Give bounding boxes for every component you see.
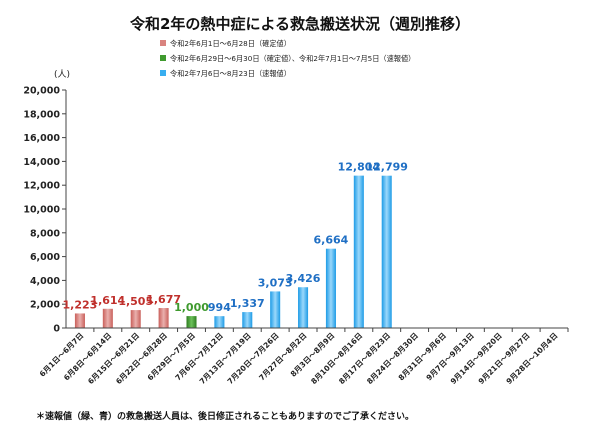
x-tick-label: 6月15日～6月21日 (86, 331, 141, 386)
x-tick-label: 8月17日～8月23日 (337, 331, 392, 386)
y-tick-label: 2,000 (30, 300, 60, 311)
x-tick-label: 7月13日～7月19日 (198, 331, 253, 386)
y-tick-label: 16,000 (23, 133, 60, 144)
data-label: 1,337 (230, 297, 265, 310)
bar-confirmed (130, 310, 141, 328)
legend-swatch-prelim (160, 70, 166, 76)
bar-prelim (270, 291, 281, 328)
legend-label-prelim: 令和2年7月6日～8月23日（速報値） (170, 69, 291, 78)
x-tick-label: 8月31日～9月6日 (397, 331, 448, 382)
x-axis: 6月1日～6月7日6月8日～6月14日6月15日～6月21日6月22日～6月28… (38, 327, 569, 386)
y-tick-label: 6,000 (30, 252, 60, 263)
bars-group (74, 175, 392, 328)
data-label: 6,664 (314, 234, 349, 247)
data-label: 1,000 (174, 301, 209, 314)
x-tick-label: 6月22日～6月28日 (114, 331, 169, 386)
y-tick-label: 0 (53, 324, 60, 335)
y-tick-label: 10,000 (23, 205, 60, 216)
x-tick-label: 9月21日～9月27日 (477, 331, 532, 386)
y-tick-label: 14,000 (23, 157, 60, 168)
x-tick-label: 9月28日～10月4日 (504, 331, 559, 386)
data-label: 3,073 (258, 276, 293, 289)
data-label: 1,223 (63, 298, 98, 311)
footnote: ＊速報値（緑、青）の救急搬送人員は、後日修正されることもありますのでご了承くださ… (36, 410, 414, 422)
x-tick-label: 9月7日～9月13日 (424, 331, 475, 382)
legend: 令和2年6月1日～6月28日（確定値） 令和2年6月29日～6月30日（確定値）、… (160, 39, 415, 78)
y-tick-label: 12,000 (23, 181, 60, 192)
data-label: 1,677 (146, 293, 181, 306)
y-tick-label: 8,000 (30, 228, 60, 239)
x-tick-label: 7月27日～8月2日 (257, 331, 308, 382)
x-tick-label: 7月6日～7月12日 (173, 331, 224, 382)
chart-title: 令和2年の熱中症による救急搬送状況（週別推移） (130, 15, 470, 33)
bar-prelim (325, 248, 336, 328)
data-label: 12,799 (365, 161, 407, 174)
bar-prelim (353, 175, 364, 328)
x-tick-label: 9月14日～9月20日 (449, 331, 504, 386)
data-label: 994 (208, 301, 231, 314)
y-tick-label: 20,000 (23, 86, 60, 97)
x-tick-label: 7月20日～7月26日 (226, 331, 281, 386)
legend-label-confirmed: 令和2年6月1日～6月28日（確定値） (170, 39, 291, 48)
x-tick-label: 6月29日～7月5日 (146, 331, 197, 382)
bar-prelim (381, 175, 392, 328)
data-label: 1,505 (118, 295, 153, 308)
y-axis: 0 2,000 4,000 6,000 8,000 10,000 12,000 14,000 1… (23, 86, 67, 335)
data-label: 1,614 (90, 294, 125, 307)
bar-prelim (298, 287, 309, 328)
data-label: 12,804 (338, 161, 381, 174)
legend-swatch-mixed (160, 55, 166, 61)
y-tick-label: 4,000 (30, 276, 60, 287)
y-axis-unit: (人) (54, 69, 70, 80)
bar-confirmed (158, 308, 169, 328)
x-tick-label: 8月10日～8月16日 (309, 331, 364, 386)
bar-confirmed (74, 313, 85, 328)
bar-prelim (214, 316, 225, 328)
data-label: 3,426 (286, 272, 321, 285)
legend-swatch-confirmed (160, 40, 166, 46)
bar-mixed (186, 316, 197, 328)
y-tick-label: 18,000 (23, 109, 60, 120)
legend-label-mixed: 令和2年6月29日～6月30日（確定値）、令和2年7月1日～7月5日（速報値） (170, 54, 415, 63)
x-tick-label: 8月24日～8月30日 (365, 331, 420, 386)
bar-prelim (242, 312, 253, 328)
bar-confirmed (102, 308, 113, 328)
x-tick-label: 6月8日～6月14日 (62, 331, 113, 382)
